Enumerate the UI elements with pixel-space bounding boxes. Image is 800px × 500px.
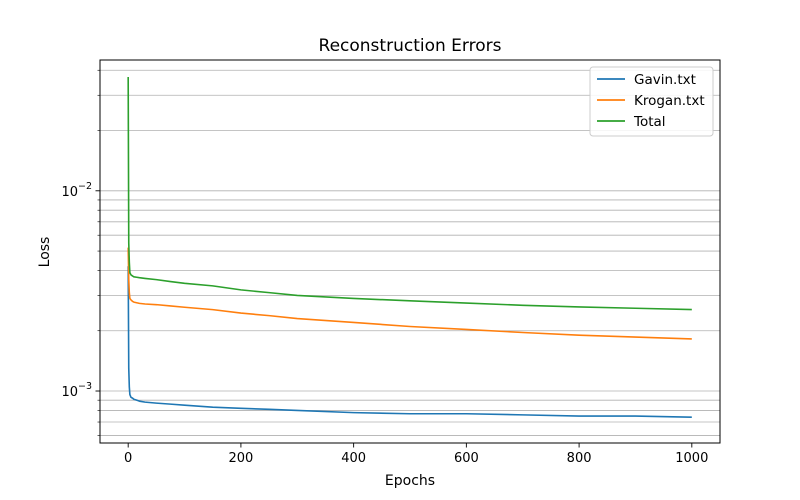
series-line-total (127, 77, 692, 311)
x-tick-label: 600 (454, 451, 479, 466)
axes-frame (99, 59, 721, 444)
axis-ticks: 10−3 10−2 0 200 400 600 800 1000 (61, 69, 708, 466)
x-tick-label: 200 (228, 451, 253, 466)
legend-label: Gavin.txt (634, 72, 696, 88)
legend-label: Total (633, 114, 666, 130)
legend-label: Krogan.txt (634, 93, 705, 109)
x-axis-label: Epochs (385, 473, 435, 489)
series-line-krogan-txt (127, 247, 692, 340)
y-tick-label: 10−2 (61, 181, 92, 200)
x-tick-label: 1000 (675, 451, 708, 466)
y-axis-label: Loss (37, 237, 53, 268)
series-lines (127, 77, 692, 418)
legend-box (589, 66, 714, 137)
chart-title: Reconstruction Errors (319, 36, 502, 56)
y-tick-label: 10−3 (61, 381, 92, 400)
x-tick-label: 400 (341, 451, 366, 466)
series-line-gavin-txt (127, 266, 692, 418)
x-tick-label: 0 (124, 451, 132, 466)
grid-lines (100, 69, 720, 436)
x-tick-label: 800 (567, 451, 592, 466)
legend: Gavin.txt Krogan.txt Total (589, 66, 714, 137)
